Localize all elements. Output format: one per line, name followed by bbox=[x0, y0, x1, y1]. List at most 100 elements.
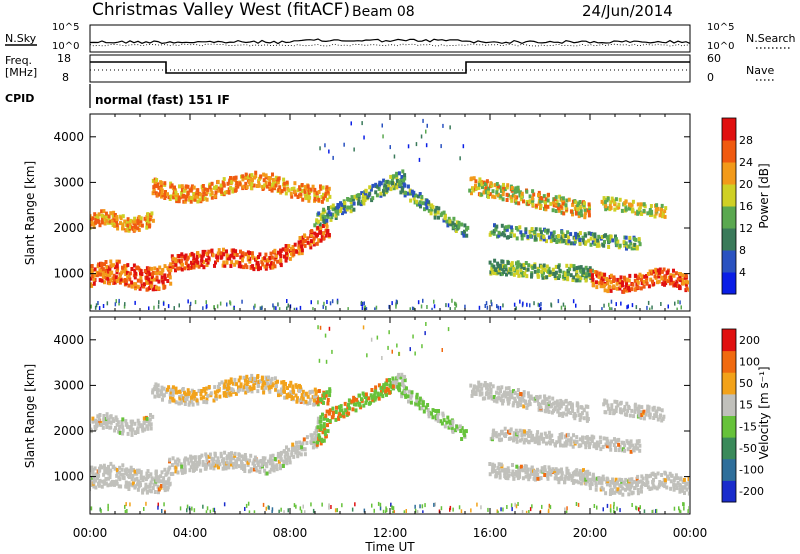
echo-pixel bbox=[631, 503, 633, 507]
echo-pixel bbox=[625, 486, 629, 491]
echo-pixel bbox=[492, 428, 496, 433]
echo-pixel bbox=[539, 469, 543, 474]
echo-pixel bbox=[317, 389, 321, 393]
echo-pixel bbox=[400, 175, 404, 179]
echo-pixel bbox=[183, 465, 187, 470]
echo-pixel bbox=[100, 261, 103, 266]
echo-pixel bbox=[658, 213, 662, 218]
echo-pixel bbox=[289, 390, 293, 395]
time-axis: 00:00 04:00 08:00 12:00 16:00 20:00 00:00 bbox=[73, 526, 708, 540]
echo-pixel bbox=[331, 212, 334, 217]
echo-pixel bbox=[186, 194, 190, 199]
echo-pixel bbox=[114, 426, 117, 430]
echo-pixel bbox=[314, 436, 318, 440]
echo-pixel bbox=[505, 198, 509, 202]
echo-pixel bbox=[564, 474, 568, 479]
echo-pixel bbox=[583, 201, 586, 206]
echo-pixel bbox=[131, 219, 135, 224]
echo-pixel bbox=[276, 389, 280, 394]
echo-pixel bbox=[146, 212, 150, 217]
echo-pixel bbox=[126, 424, 129, 429]
echo-pixel bbox=[510, 392, 514, 397]
echo-pixel bbox=[518, 428, 522, 433]
echo-pixel bbox=[586, 208, 590, 213]
echo-pixel bbox=[608, 441, 612, 446]
echo-pixel bbox=[232, 307, 235, 310]
echo-pixel bbox=[544, 207, 548, 212]
colorbar-tick-label: 8 bbox=[739, 244, 746, 257]
echo-pixel bbox=[181, 387, 185, 391]
echo-pixel bbox=[627, 304, 629, 309]
echo-pixel bbox=[168, 271, 172, 276]
echo-pixel bbox=[597, 281, 601, 286]
echo-pixel bbox=[541, 399, 545, 404]
echo-pixel bbox=[628, 482, 632, 487]
echo-pixel bbox=[629, 241, 633, 246]
echo-pixel bbox=[237, 378, 241, 383]
echo-pixel bbox=[139, 473, 143, 478]
echo-pixel bbox=[205, 386, 209, 391]
echo-pixel bbox=[613, 490, 617, 495]
echo-pixel bbox=[139, 216, 143, 221]
echo-pixel bbox=[483, 396, 487, 401]
echo-pixel bbox=[112, 263, 115, 268]
echo-pixel bbox=[587, 272, 591, 277]
echo-pixel bbox=[270, 255, 274, 260]
echo-pixel bbox=[633, 278, 637, 283]
echo-pixel bbox=[487, 186, 491, 191]
echo-pixel bbox=[121, 265, 124, 270]
echo-pixel bbox=[284, 244, 288, 248]
echo-pixel bbox=[175, 390, 178, 395]
echo-pixel bbox=[615, 281, 619, 286]
echo-pixel bbox=[622, 480, 626, 485]
echo-pixel bbox=[326, 300, 328, 304]
echo-pixel bbox=[319, 415, 323, 420]
echo-pixel bbox=[583, 213, 587, 218]
echo-pixel bbox=[525, 510, 528, 513]
echo-pixel bbox=[90, 506, 93, 511]
echo-pixel bbox=[317, 190, 321, 194]
echo-pixel bbox=[331, 203, 335, 208]
echo-pixel bbox=[551, 208, 555, 213]
echo-pixel bbox=[625, 439, 629, 444]
echo-pixel bbox=[500, 266, 504, 271]
echo-pixel bbox=[118, 470, 121, 475]
echo-pixel bbox=[91, 419, 95, 424]
echo-pixel bbox=[129, 218, 133, 223]
echo-pixel bbox=[433, 502, 435, 507]
echo-pixel bbox=[205, 397, 209, 401]
echo-pixel bbox=[277, 250, 280, 255]
echo-pixel bbox=[339, 404, 343, 409]
echo-pixel bbox=[203, 196, 207, 201]
echo-pixel bbox=[387, 345, 389, 350]
echo-pixel bbox=[319, 230, 322, 235]
echo-pixel bbox=[369, 393, 373, 398]
echo-pixel bbox=[231, 252, 235, 257]
echo-pixel bbox=[260, 375, 264, 380]
echo-pixel bbox=[293, 189, 297, 194]
echo-pixel bbox=[362, 193, 365, 198]
echo-pixel bbox=[565, 198, 569, 203]
echo-pixel bbox=[123, 304, 126, 309]
echo-pixel bbox=[658, 267, 662, 272]
echo-pixel bbox=[631, 207, 635, 212]
echo-pixel bbox=[613, 484, 617, 489]
echo-pixel bbox=[250, 379, 254, 384]
echo-pixel bbox=[268, 256, 272, 260]
echo-pixel bbox=[590, 268, 594, 273]
echo-pixel bbox=[192, 253, 196, 258]
echo-pixel bbox=[549, 472, 553, 477]
echo-pixel bbox=[250, 251, 254, 256]
echo-pixel bbox=[529, 507, 532, 512]
colorbar-swatch bbox=[722, 350, 736, 373]
echo-pixel bbox=[669, 273, 673, 278]
echo-pixel bbox=[638, 205, 642, 210]
echo-pixel bbox=[579, 276, 583, 281]
echo-pixel bbox=[288, 458, 292, 463]
echo-pixel bbox=[328, 503, 330, 508]
echo-pixel bbox=[350, 204, 354, 209]
echo-pixel bbox=[570, 209, 573, 214]
echo-pixel bbox=[646, 485, 650, 490]
echo-pixel bbox=[287, 188, 291, 193]
